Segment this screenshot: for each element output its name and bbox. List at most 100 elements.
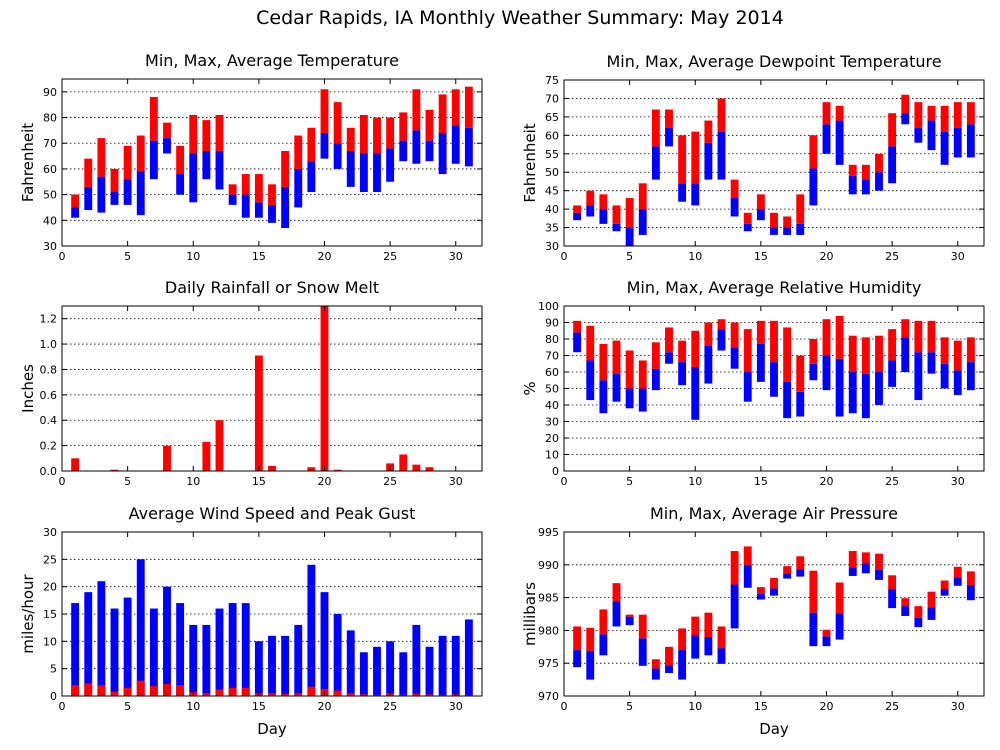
wind-bar-gust [346, 630, 355, 696]
dewpoint-xtick-label: 30 [951, 250, 965, 263]
dewpoint-ytick-label: 30 [545, 240, 559, 253]
dewpoint-bar-lower [638, 209, 647, 235]
pressure-bar-upper [743, 546, 752, 565]
temperature-bar-lower [163, 138, 171, 154]
wind-bar-gust [333, 614, 342, 696]
humidity-bar-upper [573, 320, 582, 333]
wind-bar-gust [149, 608, 158, 696]
wind-bar-average [202, 693, 211, 696]
humidity-ytick-label: 30 [545, 416, 559, 429]
wind-panel: 0 5 10 15 20 25 30 0 5 10 15 20 25 30 Average Wind Spe… [19, 504, 483, 738]
temperature-bar-lower [464, 127, 473, 167]
dewpoint-xtick-label: 10 [688, 250, 702, 263]
humidity-ytick-label: 50 [545, 383, 559, 396]
temperature-xtick-label: 10 [186, 250, 200, 263]
wind-bar-average [412, 693, 421, 696]
humidity-bar-upper [612, 340, 621, 374]
dewpoint-bar-upper [678, 135, 687, 184]
wind-bar-gust [228, 603, 237, 696]
wind-bar-gust [399, 652, 408, 696]
humidity-bar-upper [625, 350, 634, 389]
temperature-xtick-label: 5 [124, 250, 131, 263]
wind-bar-gust [241, 603, 250, 696]
temperature-bar-lower [215, 150, 224, 190]
dewpoint-bar-lower [743, 223, 752, 232]
wind-bar-average [425, 694, 434, 696]
rainfall-bar [254, 355, 263, 471]
humidity-bar-lower [940, 363, 949, 389]
pressure-bar-lower [914, 617, 923, 628]
wind-bar-average [464, 694, 473, 696]
pressure-bar-upper [704, 612, 713, 637]
temperature-ytick-label: 90 [43, 86, 57, 99]
dewpoint-bar-lower [809, 168, 818, 206]
pressure-bar-lower [966, 585, 975, 601]
wind-bar-average [215, 689, 224, 696]
dewpoint-bar-lower [678, 183, 687, 202]
humidity-bar-upper [822, 319, 831, 356]
humidity-bar-upper [743, 329, 752, 372]
dewpoint-bar-upper [704, 120, 713, 143]
humidity-bar-lower [875, 372, 883, 405]
pressure-bar-upper [901, 598, 910, 607]
pressure-xtick-label: 15 [754, 700, 768, 713]
dewpoint-bar-upper [730, 179, 739, 199]
wind-bar-gust [202, 624, 211, 696]
wind-bar-average [294, 693, 303, 696]
pressure-bar-upper [665, 646, 673, 666]
humidity-xtick-label: 25 [885, 475, 899, 488]
dewpoint-bar-lower [599, 209, 608, 224]
humidity-bar-upper [704, 322, 713, 346]
humidity-bar-lower [586, 360, 595, 401]
pressure-ytick-label: 995 [538, 526, 559, 539]
humidity-bar-upper [717, 319, 726, 330]
wind-bar-gust [189, 624, 198, 696]
rainfall-bar [71, 458, 80, 471]
pressure-bar-upper [770, 577, 778, 589]
dewpoint-ylabel: Fahrenheit [521, 123, 539, 202]
pressure-bar-lower [875, 570, 883, 580]
wind-bar-gust [163, 586, 171, 696]
dewpoint-bar-upper [586, 190, 595, 206]
wind-bar-average [307, 686, 316, 696]
wind-bar-average [97, 685, 106, 696]
dewpoint-bar-upper [953, 102, 962, 128]
rainfall-xtick-label: 5 [124, 475, 131, 488]
wind-xtick-label: 20 [318, 700, 332, 713]
temperature-xtick-label: 30 [449, 250, 463, 263]
temperature-bar-upper [254, 174, 263, 203]
wind-bar-gust [438, 635, 447, 696]
humidity-bar-upper [966, 337, 975, 363]
wind-bar-average [176, 685, 185, 696]
wind-xtick-label: 10 [186, 700, 200, 713]
humidity-bar-upper [599, 343, 608, 381]
rainfall-bar [412, 464, 421, 471]
temperature-bar-lower [451, 125, 460, 164]
temperature-bar-lower [399, 140, 408, 162]
pressure-bar-lower [809, 612, 818, 647]
wind-bar-gust [425, 646, 434, 696]
wind-xlabel: Day [257, 720, 287, 738]
rainfall-bar [163, 445, 171, 471]
wind-bar-average [268, 693, 276, 696]
humidity-xtick-label: 15 [754, 475, 768, 488]
humidity-bar-upper [953, 340, 962, 371]
humidity-bar-lower [625, 388, 634, 409]
temperature-bar-lower [281, 186, 290, 229]
humidity-bar-upper [651, 342, 660, 369]
temperature-bar-upper [451, 89, 460, 126]
dewpoint-xtick-label: 0 [561, 250, 568, 263]
rainfall-xtick-label: 30 [449, 475, 463, 488]
temperature-bar-upper [333, 102, 342, 144]
temperature-bar-lower [84, 186, 93, 211]
humidity-bar-upper [678, 340, 687, 363]
dewpoint-bar-upper [861, 164, 870, 180]
wind-bar-gust [307, 564, 316, 696]
temperature-bar-upper [189, 114, 198, 154]
temperature-bar-upper [241, 174, 250, 195]
humidity-xtick-label: 5 [626, 475, 633, 488]
temperature-bar-lower [97, 176, 106, 213]
dewpoint-bar-upper [940, 105, 949, 132]
humidity-bar-upper [809, 339, 818, 364]
